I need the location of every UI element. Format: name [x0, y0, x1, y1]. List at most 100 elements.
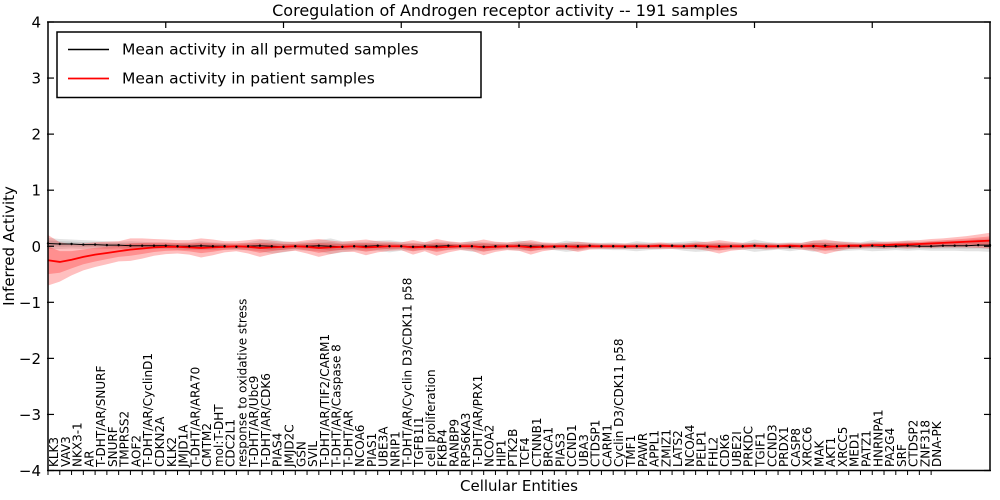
permuted-marker [600, 245, 603, 248]
x-tick-label: CCND1 [565, 424, 579, 467]
permuted-marker [458, 245, 462, 248]
x-tick-label: PIAS3 [553, 433, 567, 467]
permuted-marker [729, 245, 733, 248]
permuted-marker [82, 243, 85, 246]
permuted-marker [93, 243, 97, 246]
y-tick-label: 3 [31, 70, 41, 88]
permuted-marker [706, 245, 709, 249]
x-tick-label: FHL2 [706, 437, 720, 467]
x-tick-label: CTDSP1 [589, 420, 603, 467]
permuted-marker [741, 245, 744, 248]
permuted-marker [800, 245, 803, 248]
x-tick-label: APPL1 [648, 430, 662, 467]
x-tick-label: NKX3-1 [71, 422, 85, 467]
permuted-marker [470, 245, 474, 248]
x-tick-label: CDC2L1 [224, 419, 238, 467]
permuted-marker [376, 244, 379, 247]
permuted-marker [977, 243, 980, 247]
permuted-marker [918, 245, 921, 248]
x-tick-label: HNRNPA1 [871, 409, 885, 467]
permuted-marker [635, 245, 638, 248]
y-tick-label: 2 [31, 126, 41, 144]
x-tick-label: CDKN2A [153, 416, 167, 467]
x-tick-label: response to oxidative stress [235, 299, 249, 467]
permuted-marker [223, 245, 226, 248]
permuted-marker [352, 245, 356, 248]
chart-title: Coregulation of Androgen receptor activi… [272, 1, 738, 20]
permuted-marker [894, 245, 897, 248]
x-tick-label: T-DHT/AR/CyclinD1 [141, 353, 155, 468]
permuted-marker [258, 244, 262, 247]
permuted-marker [753, 244, 756, 247]
permuted-marker [388, 245, 391, 248]
permuted-marker [941, 244, 945, 247]
x-tick-label: T-DHT/AR/CDK6 [259, 373, 273, 468]
plot-area: 4 3 2 1 0 −1 −2 −3 −4 KLK3VAV3NKX3-1ART-DHT/AR/SN… [19, 14, 992, 480]
y-tick-label: 4 [31, 14, 41, 32]
permuted-marker [400, 245, 403, 248]
x-tick-label: UBE3A [377, 426, 391, 467]
permuted-marker [859, 245, 862, 248]
permuted-marker [647, 245, 650, 248]
permuted-marker [105, 243, 109, 247]
permuted-marker [164, 244, 167, 247]
x-tick-label: HIP1 [494, 440, 508, 467]
permuted-marker [482, 245, 485, 249]
x-tick-label: KLK2 [165, 437, 179, 467]
x-tick-label: BRCA1 [542, 427, 556, 467]
permuted-marker [447, 244, 450, 247]
permuted-marker [317, 244, 321, 247]
permuted-marker [329, 245, 332, 248]
x-tick-label: T-DHT/AR/Ubc9 [247, 376, 261, 468]
permuted-marker [659, 245, 662, 248]
x-tick-label: PA2G4 [883, 428, 897, 467]
permuted-marker [211, 245, 215, 248]
permuted-marker [694, 245, 697, 248]
x-tick-label: VAV3 [59, 436, 73, 467]
x-tick-label: XRCC6 [801, 427, 815, 467]
permuted-marker [882, 245, 886, 248]
x-tick-label: ZNF318 [918, 420, 932, 467]
legend-label-permuted: Mean activity in all permuted samples [122, 41, 419, 59]
permuted-marker [294, 245, 297, 248]
x-tick-label: FKBP4 [436, 429, 450, 467]
x-tick-label: DNA-PK [930, 420, 944, 467]
x-tick-label: MED1 [848, 432, 862, 467]
permuted-marker [847, 245, 850, 248]
y-tick-label: 1 [31, 182, 41, 200]
x-tick-label: TMF1 [624, 435, 638, 468]
permuted-marker [152, 244, 156, 247]
x-tick-label: TGFB1I1 [412, 416, 426, 468]
permuted-marker [494, 245, 497, 248]
permuted-marker [58, 242, 61, 246]
x-tick-label: PIAS1 [365, 433, 379, 467]
permuted-marker [529, 245, 532, 248]
permuted-marker [553, 245, 556, 249]
permuted-marker [953, 244, 956, 247]
x-tick-label: PTK2B [506, 429, 520, 467]
x-tick-label: T-DHT/AR [341, 410, 355, 468]
permuted-marker [129, 244, 132, 247]
permuted-marker [70, 242, 73, 246]
x-tick-label: T-DHT/AR/SNURF [94, 366, 108, 469]
x-tick-label: KLK3 [47, 437, 61, 467]
permuted-marker [906, 244, 909, 247]
x-tick-label: CARM1 [600, 424, 614, 467]
y-axis-title: Inferred Activity [0, 186, 18, 306]
x-tick-label: PAWR [636, 433, 650, 467]
x-tick-label: TGIF1 [754, 432, 768, 468]
permuted-marker [176, 245, 179, 248]
x-tick-label: CCND3 [765, 424, 779, 467]
x-tick-label: MAK [812, 439, 826, 467]
x-tick-label: PRKDC [742, 426, 756, 467]
x-tick-label: AR [82, 450, 96, 467]
y-tick-label: −4 [19, 462, 41, 480]
permuted-marker [305, 245, 309, 248]
permuted-marker [117, 243, 120, 247]
x-tick-label: T-DHT/AR/Caspase 8 [330, 344, 344, 468]
permuted-marker [341, 245, 344, 249]
x-axis-title: Cellular Entities [460, 477, 578, 495]
permuted-marker [871, 244, 874, 247]
